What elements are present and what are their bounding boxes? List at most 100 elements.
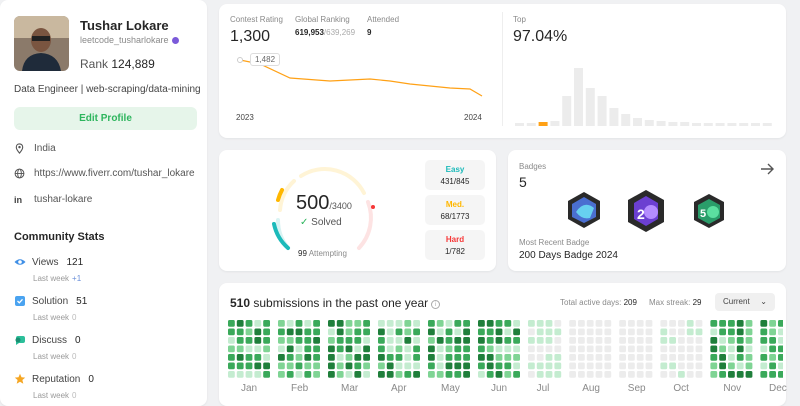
heatmap-cell[interactable] xyxy=(619,337,626,344)
heatmap-cell[interactable] xyxy=(569,337,576,344)
heatmap-cell[interactable] xyxy=(413,337,420,344)
heatmap-cell[interactable] xyxy=(278,371,285,378)
heatmap-cell[interactable] xyxy=(745,371,753,378)
heatmap-cell[interactable] xyxy=(628,362,635,370)
heatmap-cell[interactable] xyxy=(678,337,685,344)
heatmap-cell[interactable] xyxy=(745,354,753,361)
heatmap-cell[interactable] xyxy=(413,371,420,378)
heatmap-cell[interactable] xyxy=(445,362,453,370)
heatmap-cell[interactable] xyxy=(254,328,262,336)
heatmap-cell[interactable] xyxy=(363,354,370,361)
heatmap-cell[interactable] xyxy=(263,328,270,336)
heatmap-cell[interactable] xyxy=(578,354,585,361)
heatmap-cell[interactable] xyxy=(686,337,694,344)
heatmap-cell[interactable] xyxy=(254,320,262,327)
heatmap-cell[interactable] xyxy=(428,371,435,378)
heatmap-cell[interactable] xyxy=(486,328,494,336)
heatmap-cell[interactable] xyxy=(645,320,653,327)
heatmap-cell[interactable] xyxy=(719,328,726,336)
heatmap-cell[interactable] xyxy=(545,328,553,336)
heatmap-cell[interactable] xyxy=(636,345,644,353)
heatmap-cell[interactable] xyxy=(736,345,744,353)
heatmap-cell[interactable] xyxy=(660,345,668,353)
heatmap-cell[interactable] xyxy=(236,328,244,336)
heatmap-cell[interactable] xyxy=(778,362,783,370)
heatmap-cell[interactable] xyxy=(645,345,653,353)
heatmap-cell[interactable] xyxy=(436,337,444,344)
heatmap-cell[interactable] xyxy=(236,371,244,378)
heatmap-cell[interactable] xyxy=(504,328,512,336)
heatmap-cell[interactable] xyxy=(495,337,503,344)
heatmap-cell[interactable] xyxy=(586,371,594,378)
heatmap-cell[interactable] xyxy=(386,362,394,370)
heatmap-cell[interactable] xyxy=(745,320,753,327)
heatmap-cell[interactable] xyxy=(378,371,385,378)
heatmap-cell[interactable] xyxy=(263,354,270,361)
heatmap-cell[interactable] xyxy=(263,337,270,344)
heatmap-cell[interactable] xyxy=(769,337,776,344)
heatmap-cell[interactable] xyxy=(619,320,626,327)
heatmap-cell[interactable] xyxy=(636,337,644,344)
heatmap-cell[interactable] xyxy=(336,354,344,361)
heatmap-cell[interactable] xyxy=(660,362,668,370)
heatmap-cell[interactable] xyxy=(404,328,412,336)
year-selector[interactable]: Current ⌄ xyxy=(715,293,775,311)
heatmap-cell[interactable] xyxy=(345,337,353,344)
heatmap-cell[interactable] xyxy=(569,328,576,336)
heatmap-cell[interactable] xyxy=(545,354,553,361)
heatmap-cell[interactable] xyxy=(686,345,694,353)
heatmap-cell[interactable] xyxy=(513,345,520,353)
heatmap-cell[interactable] xyxy=(295,328,303,336)
heatmap-cell[interactable] xyxy=(454,337,462,344)
heatmap-cell[interactable] xyxy=(395,362,403,370)
heatmap-cell[interactable] xyxy=(395,320,403,327)
heatmap-cell[interactable] xyxy=(545,345,553,353)
heatmap-cell[interactable] xyxy=(463,337,470,344)
heatmap-cell[interactable] xyxy=(286,354,294,361)
heatmap-cell[interactable] xyxy=(528,362,535,370)
heatmap-cell[interactable] xyxy=(254,371,262,378)
heatmap-cell[interactable] xyxy=(363,371,370,378)
heatmap-cell[interactable] xyxy=(495,345,503,353)
heatmap-cell[interactable] xyxy=(595,362,603,370)
heatmap-cell[interactable] xyxy=(428,345,435,353)
heatmap-cell[interactable] xyxy=(504,354,512,361)
heatmap-cell[interactable] xyxy=(245,337,253,344)
heatmap-cell[interactable] xyxy=(295,345,303,353)
heatmap-cell[interactable] xyxy=(736,328,744,336)
heatmap-cell[interactable] xyxy=(728,328,735,336)
heatmap-cell[interactable] xyxy=(336,320,344,327)
edit-profile-button[interactable]: Edit Profile xyxy=(14,107,197,130)
heatmap-cell[interactable] xyxy=(278,345,285,353)
heatmap-cell[interactable] xyxy=(554,362,562,370)
heatmap-cell[interactable] xyxy=(760,362,768,370)
heatmap-cell[interactable] xyxy=(228,337,235,344)
heatmap-cell[interactable] xyxy=(445,345,453,353)
heatmap-cell[interactable] xyxy=(378,354,385,361)
heatmap-cell[interactable] xyxy=(536,371,544,378)
heatmap-cell[interactable] xyxy=(669,354,676,361)
heatmap-cell[interactable] xyxy=(513,328,520,336)
heatmap-cell[interactable] xyxy=(695,371,703,378)
heatmap-cell[interactable] xyxy=(778,371,783,378)
heatmap-cell[interactable] xyxy=(436,345,444,353)
heatmap-cell[interactable] xyxy=(336,328,344,336)
heatmap-cell[interactable] xyxy=(378,362,385,370)
heatmap-cell[interactable] xyxy=(354,320,362,327)
heatmap-cell[interactable] xyxy=(486,345,494,353)
heatmap-cell[interactable] xyxy=(413,354,420,361)
heatmap-cell[interactable] xyxy=(554,371,562,378)
heatmap-cell[interactable] xyxy=(636,354,644,361)
heatmap-cell[interactable] xyxy=(745,337,753,344)
heatmap-cell[interactable] xyxy=(286,328,294,336)
heatmap-cell[interactable] xyxy=(586,345,594,353)
heatmap-cell[interactable] xyxy=(304,362,312,370)
heatmap-cell[interactable] xyxy=(710,371,718,378)
heatmap-cell[interactable] xyxy=(286,345,294,353)
heatmap-cell[interactable] xyxy=(228,354,235,361)
heatmap-cell[interactable] xyxy=(710,337,718,344)
heatmap-cell[interactable] xyxy=(769,320,776,327)
heatmap-cell[interactable] xyxy=(254,354,262,361)
heatmap-cell[interactable] xyxy=(686,320,694,327)
heatmap-cell[interactable] xyxy=(286,337,294,344)
